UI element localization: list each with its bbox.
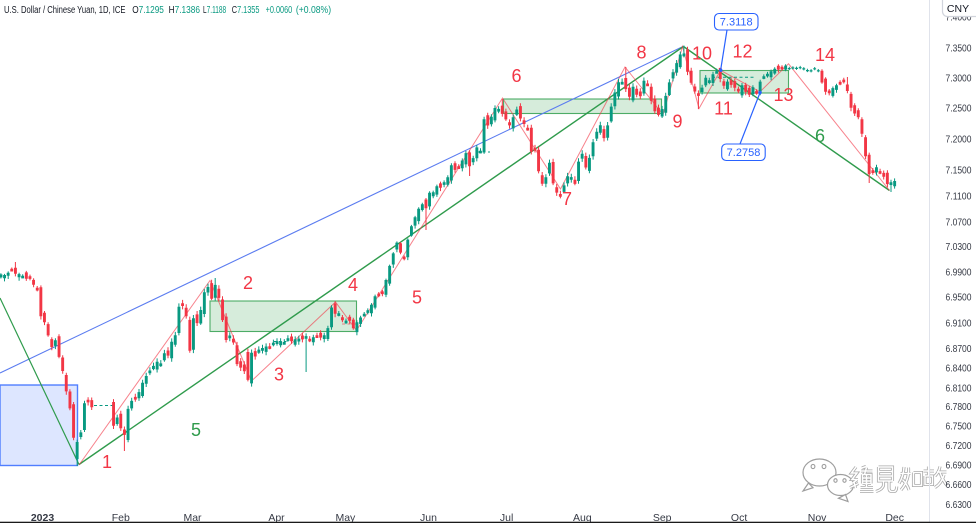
svg-text:Dec: Dec — [885, 512, 904, 523]
svg-text:4: 4 — [348, 275, 358, 295]
svg-text:6.9900: 6.9900 — [946, 267, 972, 278]
svg-text:6.7200: 6.7200 — [946, 441, 972, 452]
svg-text:7.3500: 7.3500 — [946, 44, 972, 55]
svg-text:6.7800: 6.7800 — [946, 402, 972, 413]
svg-text:7.2500: 7.2500 — [946, 104, 972, 115]
svg-text:Feb: Feb — [112, 512, 130, 523]
svg-text:5: 5 — [412, 288, 422, 308]
svg-text:(+0.08%): (+0.08%) — [296, 5, 331, 16]
svg-text:7.2000: 7.2000 — [946, 134, 972, 145]
svg-text:7.3000: 7.3000 — [946, 73, 972, 84]
svg-text:12: 12 — [732, 42, 752, 62]
svg-text:3: 3 — [274, 365, 284, 385]
svg-text:L7.1188: L7.1188 — [203, 5, 226, 16]
svg-text:7.1100: 7.1100 — [946, 192, 972, 203]
svg-text:6.6300: 6.6300 — [946, 500, 972, 511]
svg-text:H7.1386: H7.1386 — [169, 5, 201, 16]
svg-text:+0.0060: +0.0060 — [266, 5, 293, 16]
svg-text:O7.1295: O7.1295 — [132, 5, 164, 16]
svg-text:C7.1355: C7.1355 — [232, 5, 260, 16]
svg-text:Nov: Nov — [808, 512, 827, 523]
svg-text:6.9100: 6.9100 — [946, 318, 972, 329]
svg-text:7.0300: 7.0300 — [946, 242, 972, 253]
svg-text:6.9500: 6.9500 — [946, 292, 972, 303]
svg-text:6.6600: 6.6600 — [946, 480, 972, 491]
svg-text:6.8700: 6.8700 — [946, 344, 972, 355]
svg-text:14: 14 — [815, 45, 835, 65]
svg-text:9: 9 — [672, 112, 682, 132]
svg-text:5: 5 — [191, 420, 201, 440]
svg-text:U.S. Dollar / Chinese Yuan, 1D: U.S. Dollar / Chinese Yuan, 1D, ICE — [4, 5, 126, 16]
svg-text:6.7500: 6.7500 — [946, 422, 972, 433]
svg-text:CNY: CNY — [947, 3, 969, 15]
svg-text:Sep: Sep — [653, 512, 672, 523]
svg-text:Apr: Apr — [268, 512, 285, 523]
svg-text:6.8100: 6.8100 — [946, 383, 972, 394]
svg-text:11: 11 — [714, 99, 733, 119]
svg-text:Mar: Mar — [183, 512, 202, 523]
svg-text:Oct: Oct — [731, 512, 747, 523]
svg-text:7.2758: 7.2758 — [727, 147, 761, 159]
svg-text:10: 10 — [692, 44, 712, 64]
svg-text:6: 6 — [815, 126, 825, 146]
svg-text:Jun: Jun — [420, 512, 437, 523]
svg-text:6: 6 — [511, 66, 521, 86]
svg-text:13: 13 — [773, 85, 793, 105]
svg-text:7.3118: 7.3118 — [720, 16, 753, 28]
svg-text:2: 2 — [243, 273, 253, 293]
svg-text:Jul: Jul — [500, 512, 513, 523]
svg-text:6.8400: 6.8400 — [946, 364, 972, 375]
svg-text:8: 8 — [636, 43, 646, 63]
svg-text:7.0700: 7.0700 — [946, 217, 972, 228]
svg-text:7.1500: 7.1500 — [946, 165, 972, 176]
svg-text:May: May — [335, 512, 356, 523]
svg-text:6.6900: 6.6900 — [946, 460, 972, 471]
svg-text:1: 1 — [102, 452, 112, 472]
svg-text:Aug: Aug — [573, 512, 592, 523]
svg-text:2023: 2023 — [31, 512, 55, 523]
svg-text:7: 7 — [562, 189, 572, 209]
